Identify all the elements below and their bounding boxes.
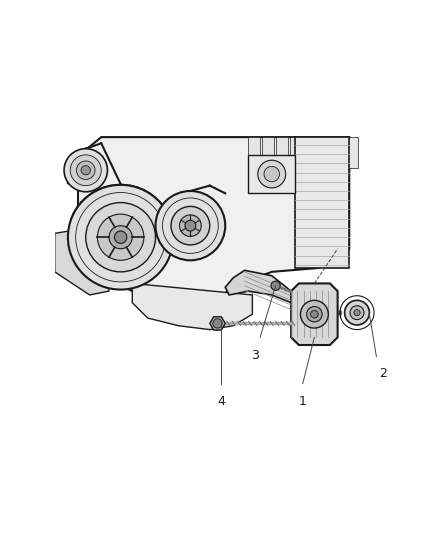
Circle shape xyxy=(258,160,286,188)
Text: 2: 2 xyxy=(379,367,387,379)
Polygon shape xyxy=(132,284,252,329)
Circle shape xyxy=(171,206,210,245)
Circle shape xyxy=(311,310,318,318)
Polygon shape xyxy=(210,317,225,330)
Circle shape xyxy=(300,301,328,328)
Circle shape xyxy=(264,166,279,182)
Circle shape xyxy=(345,301,369,325)
Bar xyxy=(248,137,260,168)
Text: 1: 1 xyxy=(299,395,307,408)
Circle shape xyxy=(180,215,201,237)
Circle shape xyxy=(68,185,173,289)
Circle shape xyxy=(81,166,90,175)
Circle shape xyxy=(97,214,144,260)
Bar xyxy=(318,137,330,168)
Bar xyxy=(295,137,349,268)
Circle shape xyxy=(213,319,222,328)
Polygon shape xyxy=(55,230,109,295)
Bar xyxy=(248,155,295,193)
Text: 4: 4 xyxy=(217,395,225,408)
Circle shape xyxy=(307,306,322,322)
Circle shape xyxy=(86,203,155,272)
Circle shape xyxy=(109,225,132,249)
Circle shape xyxy=(70,155,101,185)
Circle shape xyxy=(114,231,127,244)
Bar xyxy=(262,137,274,168)
Polygon shape xyxy=(78,137,349,310)
Bar xyxy=(346,137,358,168)
Text: 3: 3 xyxy=(251,349,258,362)
Circle shape xyxy=(77,161,95,180)
Polygon shape xyxy=(225,270,291,303)
Circle shape xyxy=(64,149,107,192)
Bar xyxy=(332,137,344,168)
Circle shape xyxy=(155,191,225,260)
Bar xyxy=(304,137,316,168)
Circle shape xyxy=(271,281,280,290)
Circle shape xyxy=(350,306,364,320)
Circle shape xyxy=(354,310,360,316)
Bar xyxy=(290,137,302,168)
Bar xyxy=(276,137,288,168)
Circle shape xyxy=(185,220,196,231)
Polygon shape xyxy=(291,284,338,345)
